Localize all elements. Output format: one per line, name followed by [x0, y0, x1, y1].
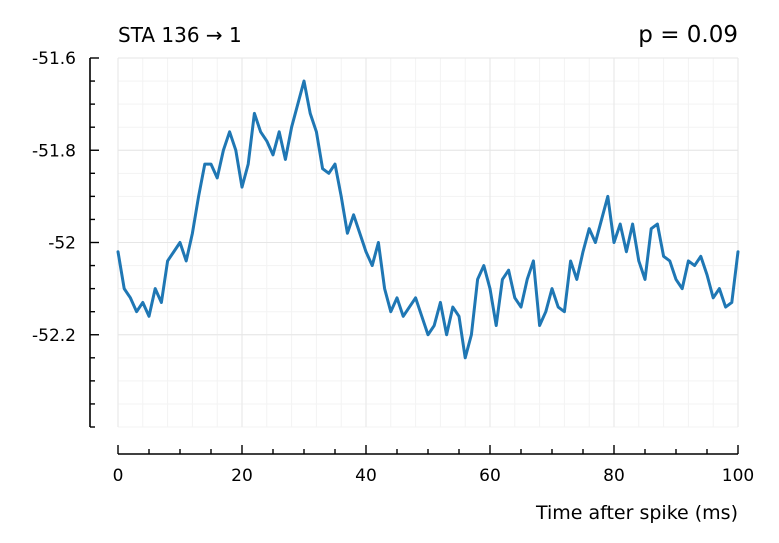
series-layer — [116, 79, 740, 360]
series-line — [116, 79, 740, 360]
y-tick-label: -51.6 — [32, 49, 76, 69]
x-tick-label: 100 — [722, 466, 754, 486]
y-tick-label: -52 — [48, 234, 76, 254]
x-axis-label: Time after spike (ms) — [535, 502, 738, 524]
y-tick-label: -52.2 — [32, 326, 76, 346]
x-tick-label: 40 — [355, 466, 377, 486]
major-gridlines — [117, 57, 739, 427]
chart-title-right: p = 0.09 — [638, 22, 738, 48]
y-tick-label: -51.8 — [32, 141, 76, 161]
y-axis: -51.6 -51.8 -52 -52.2 — [32, 49, 99, 428]
x-tick-label: 60 — [479, 466, 501, 486]
x-axis: 0 20 40 60 80 100 — [113, 445, 754, 486]
x-tick-label: 0 — [113, 466, 124, 486]
x-tick-label: 80 — [603, 466, 625, 486]
chart-title-left: STA 136 → 1 — [118, 23, 242, 47]
x-tick-label: 20 — [231, 466, 253, 486]
